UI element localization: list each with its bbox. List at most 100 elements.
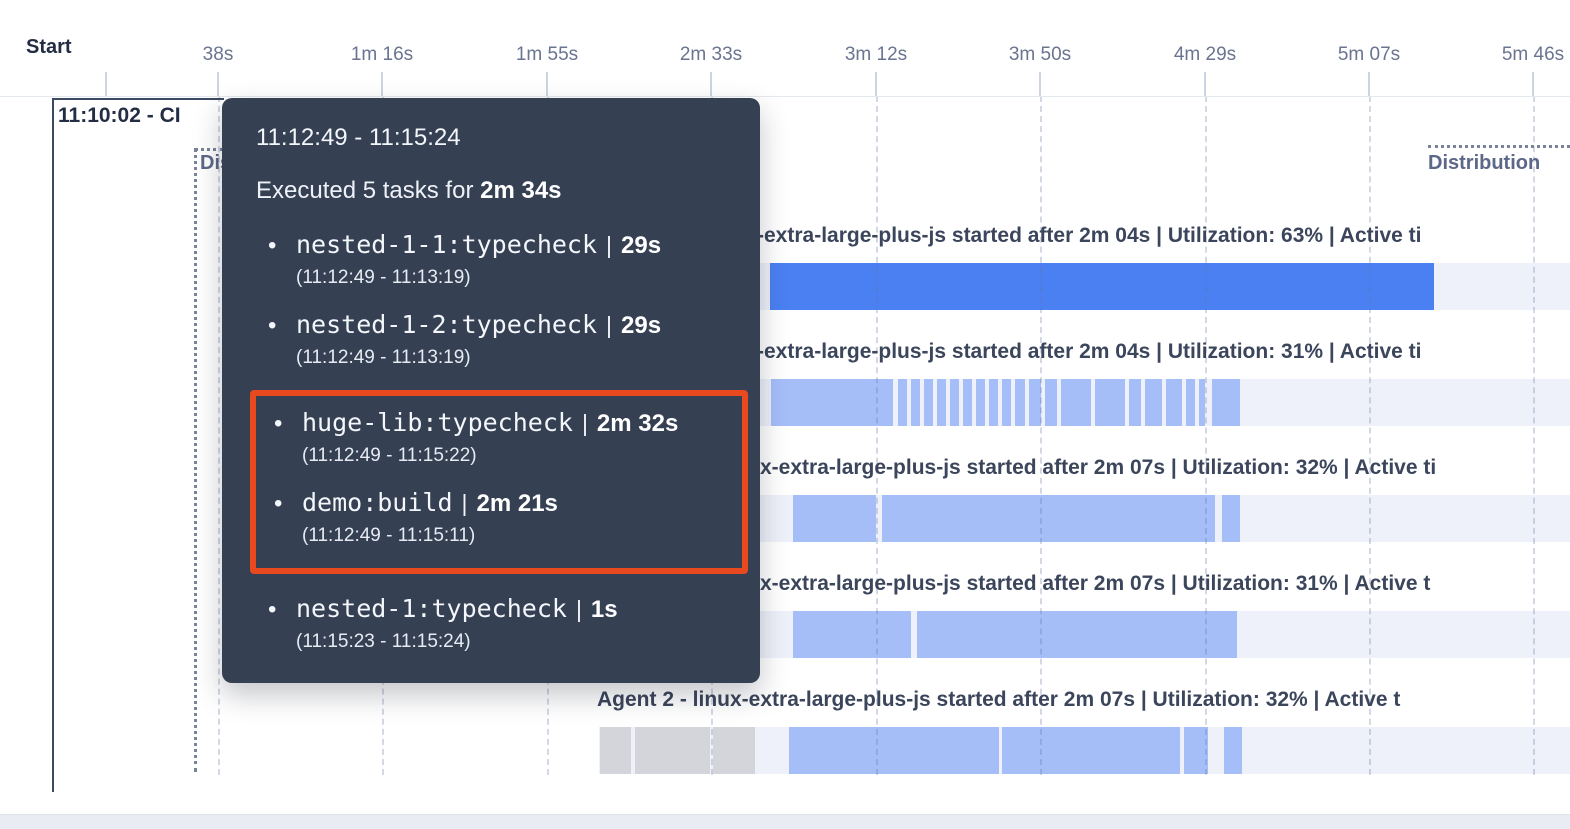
distribution-box-right-top-border: [1428, 145, 1570, 148]
task-name: huge-lib:typecheck: [302, 408, 573, 437]
tick-mark: [1204, 72, 1206, 96]
timeline-bar-segment[interactable]: [1184, 727, 1208, 774]
bullet-icon: [274, 490, 282, 518]
task-name: demo:build: [302, 488, 453, 517]
tooltip-time-range: 11:12:49 - 11:15:24: [256, 124, 461, 151]
timeline-bar-segment[interactable]: [1095, 379, 1125, 426]
task-tooltip: 11:12:49 - 11:15:24 Executed 5 tasks for…: [222, 98, 760, 683]
task-duration: 2m 32s: [596, 410, 679, 437]
timeline-bar-segment[interactable]: [911, 379, 920, 426]
timeline-bar-segment[interactable]: [937, 379, 946, 426]
ci-run-top-border: [52, 98, 224, 100]
task-item: nested-1-1:typecheck | 29s (11:12:49 - 11:1…: [256, 230, 726, 289]
bullet-icon: [268, 312, 276, 340]
timeline-bar-segment[interactable]: [898, 379, 907, 426]
timeline-bar-segment[interactable]: [1002, 379, 1011, 426]
agent-row-label: -extra-large-plus-js started after 2m 04…: [757, 340, 1422, 363]
task-time-range: (11:15:23 - 11:15:24): [296, 631, 471, 652]
timeline-bar-segment[interactable]: [770, 263, 1434, 310]
gridline: [1369, 96, 1371, 775]
ci-run-left-border: [52, 98, 54, 792]
task-time-range: (11:12:49 - 11:15:11): [302, 525, 476, 546]
task-time-range: (11:12:49 - 11:15:22): [302, 445, 477, 466]
timeline-bar-segment[interactable]: [1224, 727, 1242, 774]
timeline-bar-segment[interactable]: [924, 379, 933, 426]
tick-mark: [105, 72, 107, 96]
timeline-bar-segment[interactable]: [1166, 379, 1182, 426]
task-separator: |: [581, 410, 588, 436]
agent-row-label: Agent 2 - linux-extra-large-plus-js star…: [597, 688, 1401, 711]
timeline-bar-segment[interactable]: [1186, 379, 1195, 426]
tick-label: 5m 46s: [1501, 44, 1565, 65]
task-separator: |: [575, 596, 582, 622]
tooltip-summary-duration: 2m 34s: [480, 177, 562, 204]
tooltip-summary-text: Executed 5 tasks for: [256, 177, 481, 204]
timeline-bar-segment[interactable]: [1015, 379, 1025, 426]
distribution-box-left-top-border: [194, 148, 224, 151]
tick-label: 3m 50s: [1008, 44, 1072, 65]
tick-label: 38s: [202, 44, 234, 65]
task-duration: 29s: [621, 312, 662, 339]
task-item: nested-1-2:typecheck | 29s (11:12:49 - 11:1…: [256, 310, 726, 369]
tick-label: 3m 12s: [844, 44, 908, 65]
tick-mark: [217, 72, 219, 96]
task-duration: 29s: [621, 232, 662, 259]
timeline-bar-segment[interactable]: [771, 379, 893, 426]
agent-row-label: -extra-large-plus-js started after 2m 04…: [757, 224, 1422, 247]
tick-mark: [875, 72, 877, 96]
timeline-bar-segment[interactable]: [950, 379, 959, 426]
timeline-bar-segment[interactable]: [1212, 379, 1240, 426]
gridline: [876, 96, 878, 775]
bullet-icon: [268, 232, 276, 260]
timeline-bar-segment[interactable]: [713, 727, 755, 774]
tick-mark: [710, 72, 712, 96]
task-list: nested-1-1:typecheck | 29s (11:12:49 - 11:1…: [250, 230, 748, 653]
task-time-range: (11:12:49 - 11:13:19): [296, 267, 471, 288]
highlight-box: huge-lib:typecheck | 2m 32s (11:12:49 - 11:…: [250, 390, 748, 574]
bullet-icon: [268, 596, 276, 624]
tick-label: 5m 07s: [1337, 44, 1401, 65]
timeline-bar-segment[interactable]: [1045, 379, 1057, 426]
task-item: demo:build | 2m 21s(11:12:49 - 11:15:11): [262, 488, 728, 547]
timeline-bar-segment[interactable]: [1129, 379, 1141, 426]
tick-mark: [381, 72, 383, 96]
task-item: huge-lib:typecheck | 2m 32s (11:12:49 - 11:…: [262, 408, 728, 467]
timeline-bar-segment[interactable]: [882, 495, 1215, 542]
agent-row-label: x-extra-large-plus-js started after 2m 0…: [760, 456, 1437, 479]
timeline-bar-segment[interactable]: [1222, 495, 1240, 542]
footer-scrollbar-strip[interactable]: [0, 814, 1570, 829]
timeline-bar-segment[interactable]: [976, 379, 985, 426]
timeline-bar-segment[interactable]: [635, 727, 710, 774]
gridline: [1533, 96, 1535, 775]
task-name: nested-1-1:typecheck: [296, 230, 598, 259]
ci-run-label: 11:10:02 - CI: [58, 104, 181, 127]
time-axis: Start 38s 1m 16s 1m 55s 2m 33s 3m 12s 3m 50s 4…: [0, 0, 1570, 97]
timeline-bar-segment[interactable]: [793, 495, 876, 542]
timeline-bar-segment[interactable]: [789, 727, 999, 774]
timeline-bar-segment[interactable]: [1029, 379, 1041, 426]
gridline: [218, 96, 220, 775]
task-name: nested-1:typecheck: [296, 594, 567, 623]
task-item: nested-1:typecheck | 1s (11:15:23 - 11:15:2…: [256, 594, 726, 653]
tick-mark: [1039, 72, 1041, 96]
tick-label: 1m 55s: [515, 44, 579, 65]
distribution-label-right: Distribution: [1428, 152, 1541, 174]
tick-label: 4m 29s: [1173, 44, 1237, 65]
timeline-bar-segment[interactable]: [1002, 727, 1180, 774]
task-time-range: (11:12:49 - 11:13:19): [296, 347, 471, 368]
agent-row-label: x-extra-large-plus-js started after 2m 0…: [760, 572, 1431, 595]
timeline-bar-segment[interactable]: [793, 611, 911, 658]
gridline: [1040, 96, 1042, 775]
timeline-bar-segment[interactable]: [1145, 379, 1162, 426]
timeline-bar-segment[interactable]: [1199, 379, 1205, 426]
tooltip-summary: Executed 5 tasks for 2m 34s: [256, 177, 726, 205]
timeline-bar-segment[interactable]: [1061, 379, 1091, 426]
timeline-bar-segment[interactable]: [600, 727, 631, 774]
timeline-bar-segment[interactable]: [963, 379, 972, 426]
gridline: [1205, 96, 1207, 775]
tick-label: 1m 16s: [350, 44, 414, 65]
timeline-bar-segment[interactable]: [917, 611, 1237, 658]
task-name: nested-1-2:typecheck: [296, 310, 598, 339]
timeline-bar-segment[interactable]: [989, 379, 998, 426]
